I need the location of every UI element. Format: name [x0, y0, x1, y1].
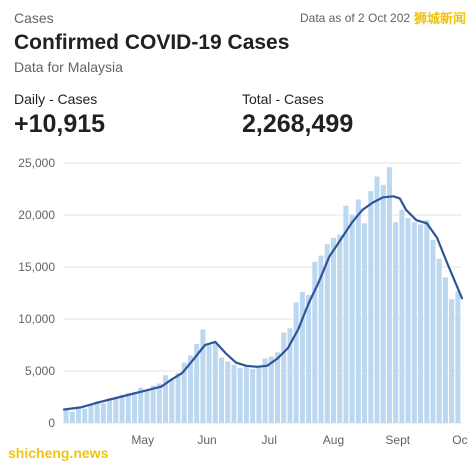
daily-cases-bar — [393, 222, 399, 423]
x-tick-label: Jun — [197, 433, 216, 447]
daily-cases-bar — [386, 167, 392, 423]
daily-cases-bar — [312, 261, 318, 423]
daily-cases-bar — [156, 383, 162, 423]
daily-cases-bar — [424, 220, 430, 423]
daily-cases-bar — [88, 405, 94, 423]
daily-cases-bar — [219, 357, 225, 423]
daily-cases-bar — [287, 328, 293, 423]
daily-cases-bar — [262, 358, 268, 423]
daily-cases-bar — [237, 367, 243, 423]
daily-cases-bar — [418, 224, 424, 423]
daily-cases-bar — [63, 409, 69, 423]
daily-cases-bar — [268, 356, 274, 423]
y-tick-label: 20,000 — [18, 208, 55, 222]
daily-cases-bar — [100, 403, 106, 423]
daily-cases-bar — [225, 361, 231, 423]
chart-title: Confirmed COVID-19 Cases — [14, 31, 290, 54]
daily-cases-bar — [374, 176, 380, 423]
daily-cases-bar — [69, 411, 75, 423]
x-tick-label: Sept — [385, 433, 410, 447]
daily-cases-bar — [125, 392, 131, 423]
daily-cases-bar — [330, 237, 336, 423]
daily-cases-bar — [449, 299, 455, 423]
daily-cases-bar — [175, 373, 181, 423]
daily-cases-bar — [337, 234, 343, 423]
daily-cases-bar — [299, 291, 305, 423]
daily-cases-bar — [200, 329, 206, 423]
daily-cases-bar — [107, 398, 113, 423]
daily-cases-bar — [442, 277, 448, 423]
daily-cases-value: +10,915 — [14, 110, 106, 138]
daily-cases-bar — [169, 379, 175, 423]
daily-cases-bar — [187, 355, 193, 423]
daily-cases-bar — [82, 408, 88, 423]
daily-cases-bar — [436, 258, 442, 423]
watermark-bottom: shicheng.news — [8, 445, 109, 461]
daily-cases-bar — [380, 184, 386, 423]
x-tick-label: Aug — [323, 433, 344, 447]
x-tick-label: May — [131, 433, 154, 447]
x-tick-label: Jul — [262, 433, 277, 447]
data-as-of-date: Data as of 2 Oct 202 — [300, 11, 411, 25]
daily-cases-bar — [343, 205, 349, 423]
daily-cases-bar — [194, 343, 200, 423]
daily-cases-bar — [138, 387, 144, 423]
daily-cases-bar — [368, 191, 374, 423]
section-label: Cases — [14, 10, 54, 26]
daily-cases-bar — [324, 244, 330, 423]
daily-cases-bar — [131, 391, 137, 423]
y-tick-label: 15,000 — [18, 260, 55, 274]
daily-cases-bar — [94, 401, 100, 423]
daily-cases-bar — [250, 368, 256, 423]
daily-cases-bar — [206, 345, 212, 423]
daily-cases-bar — [243, 365, 249, 423]
daily-cases-bar — [349, 215, 355, 423]
daily-cases-label: Daily - Cases — [14, 91, 98, 107]
daily-cases-bar — [411, 222, 417, 423]
watermark-top: 狮城新闻 — [413, 11, 466, 26]
daily-cases-bar — [212, 342, 218, 423]
x-tick-label: Oc — [452, 433, 467, 447]
y-tick-label: 25,000 — [18, 156, 55, 170]
daily-cases-bar — [231, 364, 237, 423]
daily-cases-bar — [113, 399, 119, 423]
y-tick-label: 0 — [48, 416, 55, 430]
total-cases-value: 2,268,499 — [242, 110, 354, 138]
daily-cases-bar — [362, 223, 368, 423]
total-cases-label: Total - Cases — [242, 91, 324, 107]
daily-cases-bar — [455, 290, 461, 423]
daily-cases-bar — [144, 389, 150, 423]
daily-cases-bar — [306, 295, 312, 423]
daily-cases-bar — [281, 332, 287, 423]
daily-cases-bar — [430, 239, 436, 423]
y-tick-label: 10,000 — [18, 312, 55, 326]
daily-cases-bar — [399, 209, 405, 423]
daily-cases-bar — [293, 302, 299, 423]
daily-cases-bar — [256, 365, 262, 423]
daily-cases-bar — [355, 199, 361, 423]
seven-day-average-line — [62, 195, 464, 411]
daily-cases-bar — [318, 255, 324, 423]
y-tick-label: 5,000 — [25, 364, 55, 378]
daily-cases-bar — [119, 394, 125, 423]
daily-cases-bar — [405, 218, 411, 423]
daily-cases-bar — [181, 362, 187, 423]
daily-cases-bar — [163, 375, 169, 423]
chart-subtitle: Data for Malaysia — [14, 59, 123, 75]
cases-chart: 0 5,000 10,000 15,000 20,000 25,000 May Jun Jul A… — [18, 156, 467, 447]
daily-cases-bar — [150, 385, 156, 423]
daily-cases-bar — [76, 407, 82, 423]
daily-cases-bar — [275, 352, 281, 423]
